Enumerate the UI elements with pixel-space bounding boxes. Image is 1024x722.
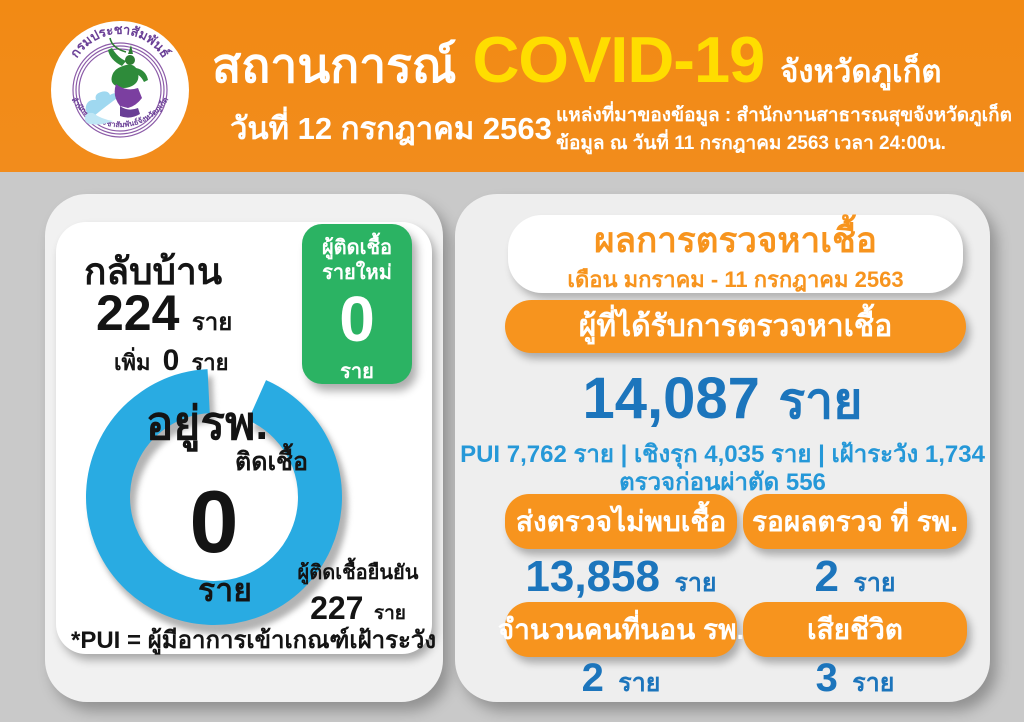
confirmed-value: 227 <box>310 590 364 626</box>
source-line-1: แหล่งที่มาของข้อมูล : สำนักงานสาธารณสุขจ… <box>556 105 1012 126</box>
new-cases-label-1: ผู้ติดเชื้อ <box>321 237 393 259</box>
home-added-prefix: เพิ่ม <box>114 350 151 375</box>
confirmed-unit: ราย <box>373 603 406 624</box>
testing-results-subtitle: เดือน มกราคม - 11 กรกฎาคม 2563 <box>567 266 904 292</box>
tested-total: 14,087 ราย <box>455 362 990 441</box>
donut-unit: ราย <box>198 571 252 608</box>
stat-awaiting-number: 2 <box>814 552 839 601</box>
header-band: กรมประชาสัมพันธ์ สำนักงานประชาสัมพันธ์จั… <box>0 0 1024 172</box>
stat-awaiting-unit: ราย <box>853 569 896 597</box>
donut-center-text: อยู่รพ. ติดเชื้อ 0 ราย <box>94 400 334 616</box>
title-thai: สถานการณ์ <box>212 40 457 93</box>
confirmed-label: ผู้ติดเชื้อยืนยัน <box>297 562 419 584</box>
prd-phuket-logo: กรมประชาสัมพันธ์ สำนักงานประชาสัมพันธ์จั… <box>51 21 189 159</box>
stat-pill-deaths: เสียชีวิต <box>743 602 967 657</box>
pui-footnote: *PUI = ผู้มีอาการเข้าเกณฑ์เฝ้าระวัง <box>71 627 437 654</box>
tested-breakdown-line1: PUI 7,762 ราย | เชิงรุก 4,035 ราย | เฝ้า… <box>460 441 985 468</box>
stat-value-admitted: 2 ราย <box>505 656 737 703</box>
stat-deaths-unit: ราย <box>852 669 895 697</box>
tested-persons-pill: ผู้ที่ได้รับการตรวจหาเชื้อ <box>505 300 966 353</box>
stat-value-negative: 13,858 ราย <box>505 552 737 603</box>
stat-admitted-number: 2 <box>581 656 604 700</box>
patient-status-card: กลับบ้าน 224 ราย เพิ่ม 0 ราย ผู้ติดเชื้อ… <box>45 194 443 702</box>
tested-total-unit: ราย <box>778 373 863 429</box>
donut-value: 0 <box>189 472 239 571</box>
stat-value-deaths: 3 ราย <box>743 656 967 703</box>
home-value: 224 <box>96 285 180 341</box>
stat-pill-awaiting: รอผลตรวจ ที่ รพ. <box>743 494 967 549</box>
home-added-row: เพิ่ม 0 ราย <box>114 344 229 380</box>
stat-value-awaiting: 2 ราย <box>743 552 967 603</box>
home-unit: ราย <box>191 309 233 336</box>
testing-results-title: ผลการตรวจหาเชื้อ <box>594 221 877 260</box>
donut-ring <box>86 369 342 625</box>
home-label: กลับบ้าน <box>84 251 223 292</box>
patient-status-panel: กลับบ้าน 224 ราย เพิ่ม 0 ราย ผู้ติดเชื้อ… <box>56 222 436 654</box>
home-added-value: 0 <box>162 344 180 377</box>
donut-label-infected: ติดเชื้อ <box>235 448 308 476</box>
source-line-2: ข้อมูล ณ วันที่ 11 กรกฎาคม 2563 เวลา 24:… <box>556 132 946 154</box>
stat-pill-negative: ส่งตรวจไม่พบเชื้อ <box>505 494 737 549</box>
deity-figure-icon <box>84 37 148 125</box>
stat-deaths-number: 3 <box>815 656 838 700</box>
confirmed-cases: ผู้ติดเชื้อยืนยัน 227 ราย <box>288 556 428 628</box>
donut-label-hospital: อยู่รพ. <box>145 397 269 449</box>
main-title: สถานการณ์ COVID-19 จังหวัดภูเก็ต <box>212 22 941 104</box>
testing-results-header-box: ผลการตรวจหาเชื้อ เดือน มกราคม - 11 กรกฎา… <box>508 215 963 293</box>
new-cases-box: ผู้ติดเชื้อ รายใหม่ 0 ราย <box>302 224 412 384</box>
report-date: วันที่ 12 กรกฎาคม 2563 <box>230 111 552 146</box>
testing-results-card: ผลการตรวจหาเชื้อ เดือน มกราคม - 11 กรกฎา… <box>455 194 990 702</box>
tested-total-value: 14,087 <box>582 366 760 431</box>
stat-negative-number: 13,858 <box>525 552 660 601</box>
home-value-row: 224 ราย <box>96 284 232 342</box>
new-cases-unit: ราย <box>340 360 374 383</box>
stat-admitted-unit: ราย <box>618 669 661 697</box>
hospital-donut-chart <box>64 347 364 647</box>
stat-negative-unit: ราย <box>674 569 717 597</box>
new-cases-value: 0 <box>339 283 375 355</box>
stat-pill-admitted: จำนวนคนที่นอน รพ. <box>498 602 744 657</box>
tested-breakdown-line2: ตรวจก่อนผ่าตัด 556 <box>619 469 826 496</box>
new-cases-label-2: รายใหม่ <box>322 262 392 284</box>
title-covid19: COVID-19 <box>472 23 765 96</box>
data-source: แหล่งที่มาของข้อมูล : สำนักงานสาธารณสุขจ… <box>556 102 1012 157</box>
title-province: จังหวัดภูเก็ต <box>780 54 942 89</box>
